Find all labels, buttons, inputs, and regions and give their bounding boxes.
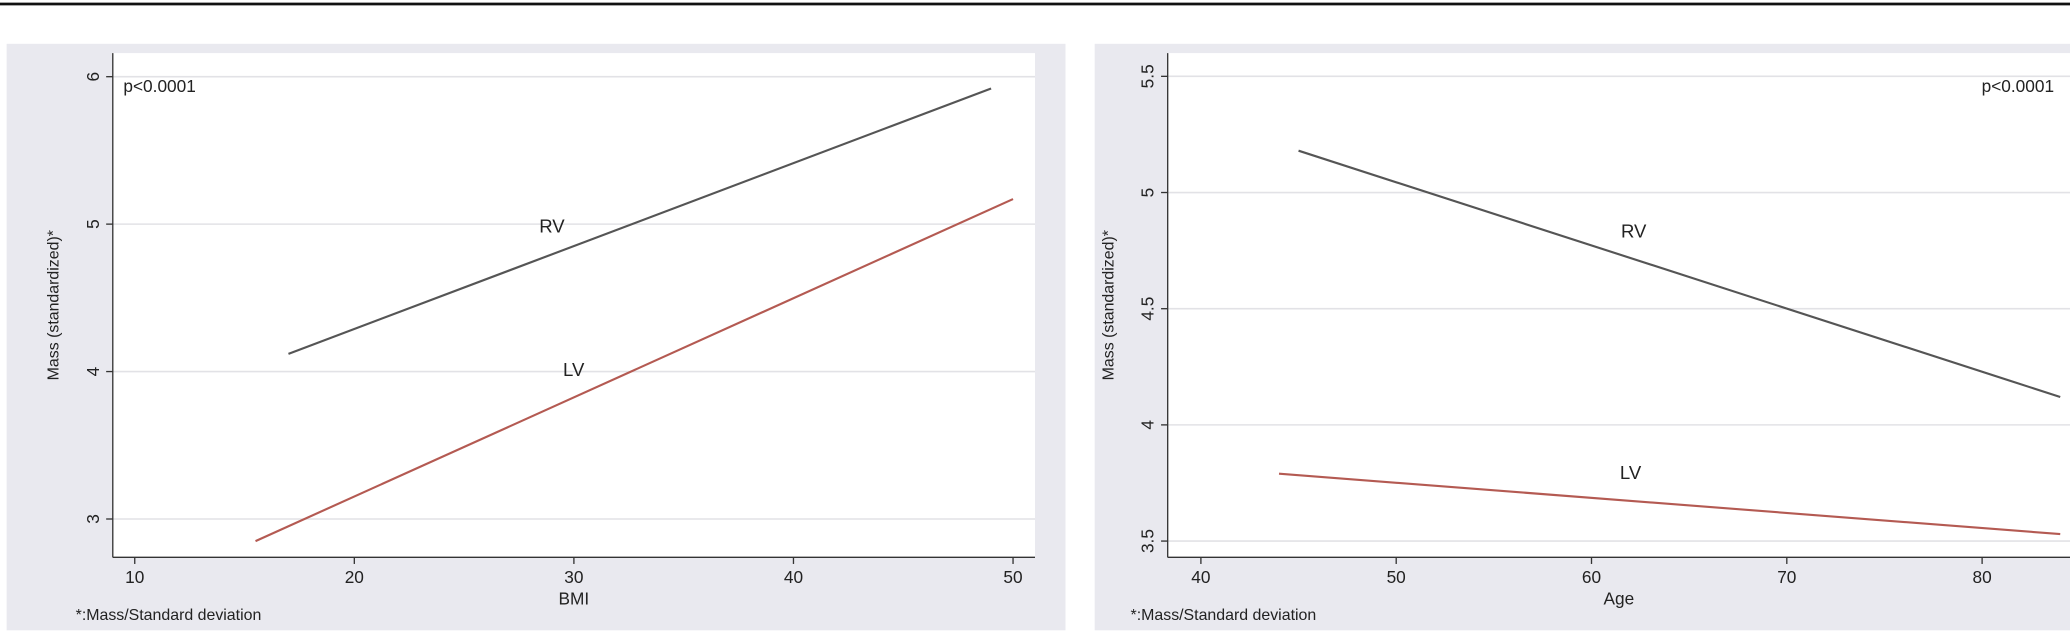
annotation: p<0.0001 — [123, 76, 195, 96]
y-tick-label: 3.5 — [1138, 529, 1158, 553]
y-tick-label: 3 — [83, 514, 103, 524]
line-label: LV — [1620, 462, 1642, 483]
line-label: RV — [1621, 220, 1647, 241]
y-axis-label: Mass (standardized)* — [46, 230, 63, 380]
x-tick-label: 60 — [1582, 567, 1601, 587]
y-tick-label: 5 — [1138, 188, 1158, 198]
line — [1278, 472, 2061, 536]
y-tick-label: 4.5 — [1138, 297, 1158, 321]
footnote: *:Mass/Standard deviation — [76, 607, 262, 624]
y-tick-label: 4 — [83, 366, 103, 376]
x-tick-label: 50 — [1387, 567, 1406, 587]
x-axis-label: Age — [1603, 588, 1634, 608]
line — [255, 198, 1014, 543]
x-tick-label: 80 — [1973, 567, 1992, 587]
footnote: *:Mass/Standard deviation — [1131, 607, 1317, 624]
x-tick-label: 50 — [1003, 567, 1022, 587]
x-tick-label: 10 — [125, 567, 144, 587]
plot-area — [1167, 53, 2070, 558]
line — [1298, 149, 2061, 399]
y-tick-label: 5.5 — [1138, 64, 1158, 88]
annotation: p<0.0001 — [1982, 76, 2054, 96]
x-axis-label: BMI — [559, 588, 590, 608]
line — [288, 87, 992, 355]
plot-area — [112, 53, 1036, 558]
y-tick-label: 4 — [1138, 420, 1158, 430]
line-label: RV — [539, 216, 565, 237]
x-tick-label: 70 — [1777, 567, 1796, 587]
x-tick-label: 40 — [784, 567, 803, 587]
x-tick-label: 40 — [1191, 567, 1210, 587]
line-label: LV — [563, 359, 585, 380]
y-axis-label: Mass (standardized)* — [1101, 230, 1118, 380]
x-tick-label: 30 — [564, 567, 583, 587]
y-tick-label: 6 — [83, 72, 103, 82]
y-tick-label: 5 — [83, 219, 103, 229]
x-tick-label: 20 — [345, 567, 364, 587]
